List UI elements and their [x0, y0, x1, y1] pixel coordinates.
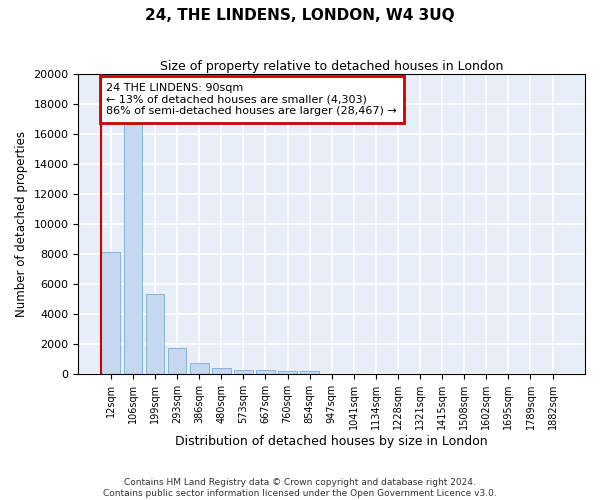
Bar [278, 371, 297, 374]
Bar [101, 252, 120, 374]
Text: 24, THE LINDENS, LONDON, W4 3UQ: 24, THE LINDENS, LONDON, W4 3UQ [145, 8, 455, 22]
Bar [190, 363, 209, 374]
Text: 24 THE LINDENS: 90sqm
← 13% of detached houses are smaller (4,303)
86% of semi-d: 24 THE LINDENS: 90sqm ← 13% of detached … [106, 83, 397, 116]
Bar [212, 368, 230, 374]
Bar [146, 294, 164, 374]
Bar [167, 348, 187, 374]
Y-axis label: Number of detached properties: Number of detached properties [15, 131, 28, 317]
Bar [300, 372, 319, 374]
Title: Size of property relative to detached houses in London: Size of property relative to detached ho… [160, 60, 503, 73]
Bar [256, 370, 275, 374]
X-axis label: Distribution of detached houses by size in London: Distribution of detached houses by size … [175, 434, 488, 448]
Text: Contains HM Land Registry data © Crown copyright and database right 2024.
Contai: Contains HM Land Registry data © Crown c… [103, 478, 497, 498]
Bar [234, 370, 253, 374]
Bar [124, 124, 142, 374]
